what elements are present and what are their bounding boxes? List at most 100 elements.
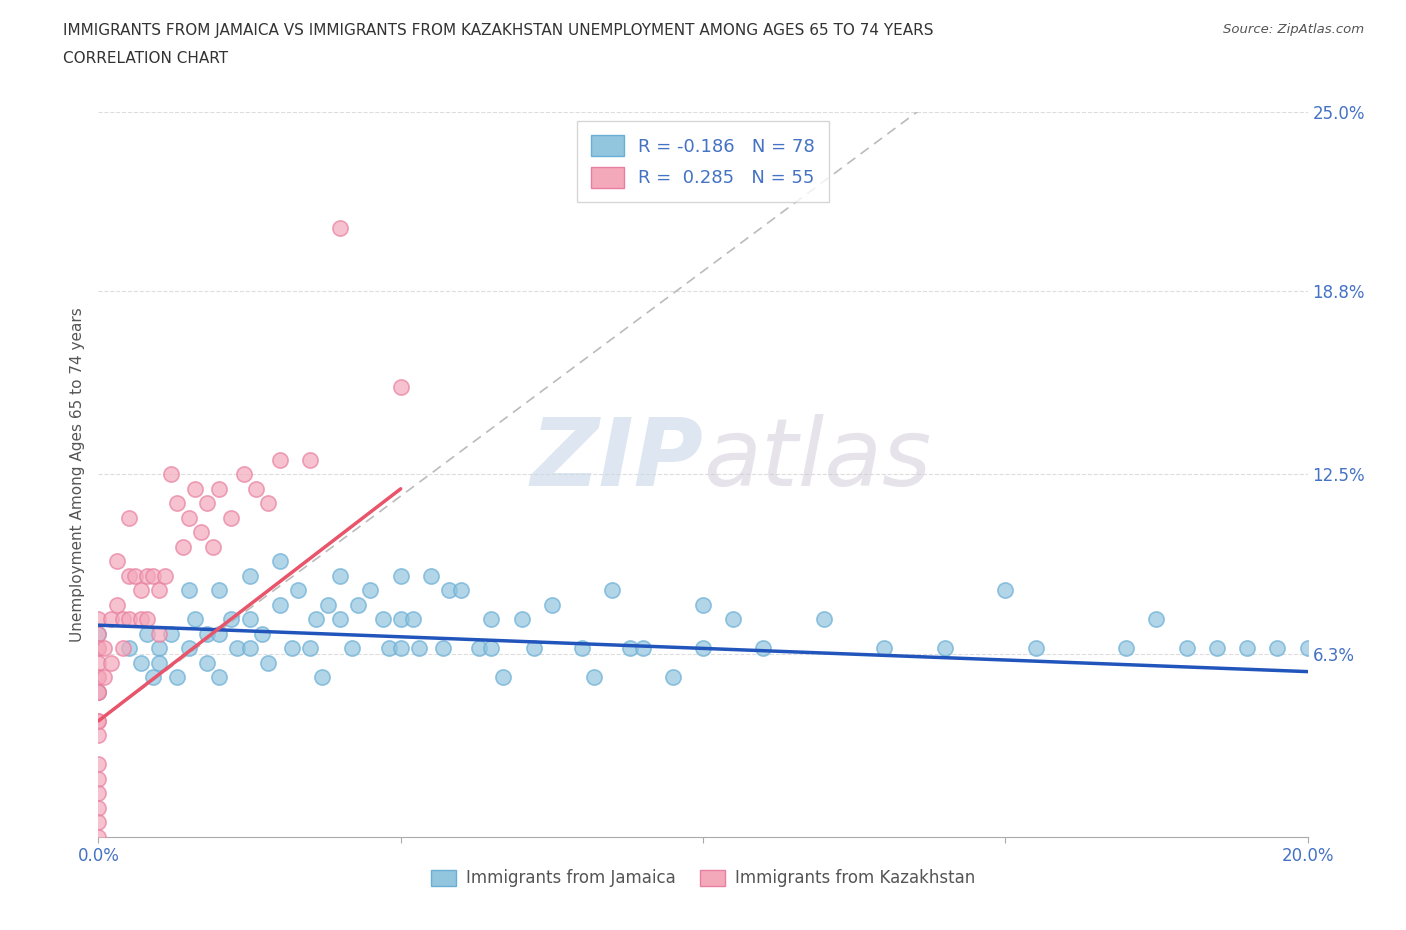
Point <box>299 641 322 656</box>
Point <box>432 641 454 656</box>
Point <box>118 641 141 656</box>
Point <box>184 482 207 497</box>
Text: atlas: atlas <box>703 414 931 505</box>
Point <box>1175 641 1198 656</box>
Point <box>208 627 231 642</box>
Point <box>873 641 896 656</box>
Point <box>329 568 352 583</box>
Point <box>299 452 322 467</box>
Point <box>1144 612 1167 627</box>
Point <box>87 786 110 801</box>
Point <box>148 627 170 642</box>
Point <box>87 641 110 656</box>
Point <box>1296 641 1319 656</box>
Point <box>87 815 110 830</box>
Point <box>408 641 430 656</box>
Point <box>329 220 352 235</box>
Point <box>523 641 546 656</box>
Point <box>994 583 1017 598</box>
Point <box>481 612 503 627</box>
Point <box>342 641 364 656</box>
Point <box>87 612 110 627</box>
Point <box>450 583 472 598</box>
Point <box>124 568 146 583</box>
Point <box>87 713 110 728</box>
Point <box>813 612 835 627</box>
Point <box>87 670 110 684</box>
Point <box>118 568 141 583</box>
Point <box>87 728 110 743</box>
Point <box>135 627 157 642</box>
Point <box>195 627 218 642</box>
Point <box>111 612 134 627</box>
Point <box>87 684 110 699</box>
Point <box>105 597 128 612</box>
Point <box>269 597 291 612</box>
Point <box>208 583 231 598</box>
Point <box>160 627 183 642</box>
Point <box>245 482 267 497</box>
Point <box>239 568 262 583</box>
Point <box>232 467 254 482</box>
Point <box>510 612 533 627</box>
Point <box>619 641 641 656</box>
Point <box>87 713 110 728</box>
Point <box>316 597 339 612</box>
Point <box>142 568 165 583</box>
Point <box>311 670 333 684</box>
Point <box>221 612 243 627</box>
Point <box>269 554 291 569</box>
Point <box>692 597 714 612</box>
Point <box>1115 641 1137 656</box>
Point <box>166 670 188 684</box>
Point <box>135 612 157 627</box>
Point <box>602 583 624 598</box>
Point <box>93 670 115 684</box>
Text: ZIP: ZIP <box>530 414 703 506</box>
Point <box>481 641 503 656</box>
Point <box>631 641 654 656</box>
Point <box>129 612 152 627</box>
Point <box>87 627 110 642</box>
Point <box>208 670 231 684</box>
Point <box>468 641 491 656</box>
Point <box>287 583 309 598</box>
Point <box>93 641 115 656</box>
Point <box>389 568 412 583</box>
Point <box>142 670 165 684</box>
Point <box>692 641 714 656</box>
Point <box>129 583 152 598</box>
Point <box>239 641 262 656</box>
Point <box>269 452 291 467</box>
Point <box>389 641 412 656</box>
Point <box>111 641 134 656</box>
Text: CORRELATION CHART: CORRELATION CHART <box>63 51 228 66</box>
Point <box>87 670 110 684</box>
Point <box>87 801 110 816</box>
Point <box>87 656 110 671</box>
Point <box>100 656 122 671</box>
Point <box>148 656 170 671</box>
Point <box>1206 641 1229 656</box>
Point <box>256 496 278 511</box>
Point <box>239 612 262 627</box>
Point <box>256 656 278 671</box>
Point <box>105 554 128 569</box>
Point <box>87 684 110 699</box>
Point <box>118 612 141 627</box>
Point <box>371 612 394 627</box>
Point <box>250 627 273 642</box>
Point <box>571 641 593 656</box>
Point <box>661 670 683 684</box>
Point <box>190 525 212 539</box>
Point <box>492 670 515 684</box>
Point <box>87 684 110 699</box>
Point <box>87 830 110 844</box>
Point <box>100 612 122 627</box>
Text: IMMIGRANTS FROM JAMAICA VS IMMIGRANTS FROM KAZAKHSTAN UNEMPLOYMENT AMONG AGES 65: IMMIGRANTS FROM JAMAICA VS IMMIGRANTS FR… <box>63 23 934 38</box>
Point <box>1267 641 1289 656</box>
Point <box>723 612 745 627</box>
Point <box>202 539 225 554</box>
Point <box>540 597 562 612</box>
Point <box>179 511 201 525</box>
